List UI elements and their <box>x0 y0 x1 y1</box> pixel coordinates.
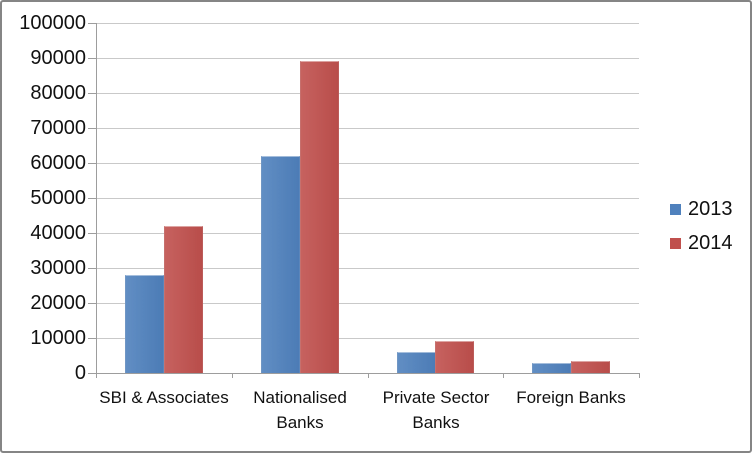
x-axis-tick <box>503 373 504 378</box>
y-axis-tick-label: 20000 <box>30 292 86 314</box>
bar-2014-0 <box>164 226 203 373</box>
bar-2013-1 <box>261 156 300 373</box>
y-axis-line <box>96 23 97 373</box>
y-axis-tick <box>88 338 96 339</box>
bar-2014-2 <box>435 341 474 373</box>
y-axis-tick-label: 90000 <box>30 47 86 69</box>
y-axis-tick <box>88 128 96 129</box>
gridline <box>96 338 639 339</box>
y-axis-tick-label: 100000 <box>19 12 86 34</box>
bar-2013-0 <box>125 275 164 373</box>
bar-2013-3 <box>532 363 571 373</box>
x-axis-tick <box>368 373 369 378</box>
category-label: SBI & Associates <box>99 388 229 407</box>
y-axis-tick-label: 0 <box>74 362 86 384</box>
bar-2014-3 <box>571 361 610 373</box>
y-axis-tick <box>88 163 96 164</box>
y-axis-tick <box>88 373 96 374</box>
x-axis-tick <box>639 373 640 378</box>
y-axis-tick <box>88 268 96 269</box>
y-axis-tick-label: 60000 <box>30 152 86 174</box>
category-label: Nationalised Banks <box>253 388 347 432</box>
y-axis-tick <box>88 58 96 59</box>
legend-label: 2014 <box>688 231 733 254</box>
gridline <box>96 163 639 164</box>
legend-item-2014: 2014 <box>670 232 733 254</box>
y-axis-tick-label: 30000 <box>30 257 86 279</box>
legend: 2013 2014 <box>670 198 733 266</box>
y-axis-tick-label: 40000 <box>30 222 86 244</box>
gridline <box>96 198 639 199</box>
category-label: Foreign Banks <box>516 388 626 407</box>
x-axis-tick <box>232 373 233 378</box>
bar-2013-2 <box>397 352 436 373</box>
y-axis-tick <box>88 23 96 24</box>
y-axis-tick-label: 70000 <box>30 117 86 139</box>
gridline <box>96 303 639 304</box>
gridline <box>96 268 639 269</box>
legend-item-2013: 2013 <box>670 198 733 220</box>
gridline <box>96 93 639 94</box>
gridline <box>96 233 639 234</box>
gridline <box>96 23 639 24</box>
gridline <box>96 128 639 129</box>
bar-2014-1 <box>300 61 339 373</box>
legend-swatch-icon <box>670 237 681 249</box>
gridline <box>96 58 639 59</box>
y-axis-tick <box>88 233 96 234</box>
x-axis-line <box>96 373 640 374</box>
y-axis-tick-label: 80000 <box>30 82 86 104</box>
y-axis-tick <box>88 93 96 94</box>
y-axis-tick-label: 10000 <box>30 327 86 349</box>
legend-swatch-icon <box>670 203 681 215</box>
category-label: Private Sector Banks <box>382 388 490 432</box>
y-axis-tick <box>88 198 96 199</box>
x-axis-tick <box>96 373 97 378</box>
y-axis-tick <box>88 303 96 304</box>
legend-label: 2013 <box>688 197 733 220</box>
y-axis-tick-label: 50000 <box>30 187 86 209</box>
